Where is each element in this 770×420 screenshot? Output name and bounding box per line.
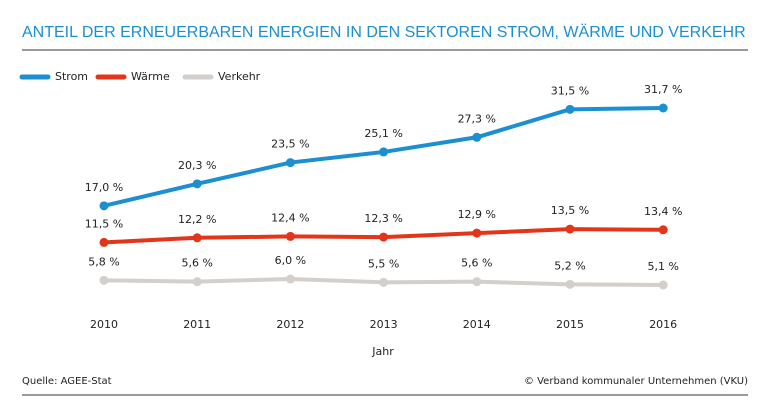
value-label: 12,4 % (271, 211, 309, 224)
x-tick-label: 2016 (649, 318, 677, 331)
source: Quelle: AGEE-Stat (22, 376, 112, 387)
value-label: 5,5 % (368, 257, 399, 270)
value-label: 5,2 % (554, 259, 585, 272)
x-tick-label: 2014 (463, 318, 491, 331)
value-label: 13,5 % (551, 204, 589, 217)
value-label: 17,0 % (85, 181, 123, 194)
point (472, 228, 482, 238)
value-label: 13,4 % (644, 205, 682, 218)
value-label: 12,9 % (458, 208, 496, 221)
x-tick-label: 2011 (183, 318, 211, 331)
value-label: 31,5 % (551, 84, 589, 97)
point (472, 132, 482, 142)
point (379, 232, 389, 242)
point (565, 224, 575, 234)
legend-label: Wärme (131, 70, 170, 83)
value-label: 25,1 % (364, 127, 402, 140)
point (379, 277, 389, 287)
point (192, 233, 202, 243)
line (103, 106, 664, 208)
value-label: 31,7 % (644, 83, 682, 96)
point (565, 279, 575, 289)
value-label: 11,5 % (85, 217, 123, 230)
legend-label: Strom (55, 70, 88, 83)
copyright: © Verband kommunaler Unternehmen (VKU) (524, 376, 748, 387)
point (565, 104, 575, 114)
point (285, 158, 295, 168)
value-label: 23,5 % (271, 138, 309, 151)
value-label: 12,3 % (364, 212, 402, 225)
value-label: 5,8 % (88, 255, 119, 268)
point (658, 280, 668, 290)
value-label: 12,2 % (178, 213, 216, 226)
point (99, 275, 109, 285)
value-label: 6,0 % (275, 254, 306, 267)
legend-label: Verkehr (218, 70, 261, 83)
x-tick-label: 2012 (276, 318, 304, 331)
point (658, 225, 668, 235)
point (192, 179, 202, 189)
point (285, 274, 295, 284)
point (658, 103, 668, 113)
value-label: 20,3 % (178, 159, 216, 172)
point (472, 277, 482, 287)
value-label: 27,3 % (458, 112, 496, 125)
point (379, 147, 389, 157)
chart-title: ANTEIL DER ERNEUERBAREN ENERGIEN IN DEN … (22, 23, 746, 41)
point (99, 201, 109, 211)
x-axis-label: Jahr (371, 345, 394, 358)
point (192, 277, 202, 287)
x-tick-label: 2013 (370, 318, 398, 331)
value-label: 5,1 % (647, 260, 678, 273)
point (285, 231, 295, 241)
point (99, 237, 109, 247)
value-label: 5,6 % (181, 257, 212, 270)
x-tick-label: 2010 (90, 318, 118, 331)
value-label: 5,6 % (461, 257, 492, 270)
x-tick-label: 2015 (556, 318, 584, 331)
